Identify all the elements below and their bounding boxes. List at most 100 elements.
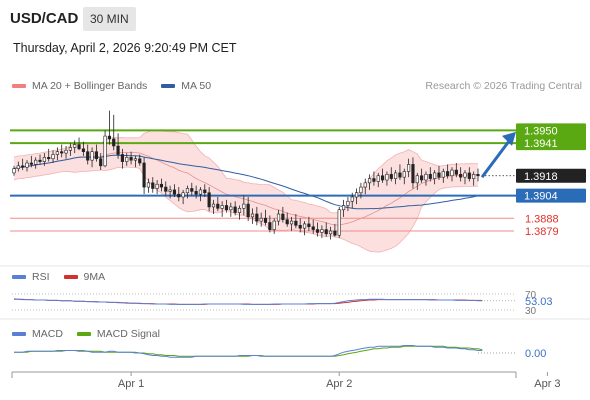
candle bbox=[29, 155, 33, 168]
macd-signal-swatch bbox=[76, 332, 91, 336]
candle-body bbox=[428, 174, 432, 179]
legend-macd-signal-label: MACD Signal bbox=[96, 328, 160, 340]
candle-body bbox=[454, 169, 458, 175]
candle-body bbox=[363, 182, 367, 188]
candle-body bbox=[285, 219, 289, 225]
candle bbox=[394, 170, 398, 185]
candle bbox=[472, 171, 476, 186]
candle-body bbox=[354, 192, 359, 198]
pivot-tag-1.3904 bbox=[516, 188, 586, 203]
candle bbox=[172, 184, 177, 197]
candle-body bbox=[398, 172, 402, 178]
candle-body bbox=[164, 186, 168, 192]
candle bbox=[285, 212, 289, 227]
candle bbox=[25, 160, 29, 172]
x-axis-label-Apr 2: Apr 2 bbox=[326, 378, 352, 390]
candle bbox=[454, 163, 458, 178]
candle bbox=[398, 164, 402, 180]
candle bbox=[168, 185, 172, 199]
rsi-last-value-label: 53.03 bbox=[525, 296, 553, 308]
legend-bollinger-label: MA 20 + Bollinger Bands bbox=[32, 80, 148, 92]
candle-body bbox=[12, 168, 16, 174]
candle bbox=[294, 214, 298, 229]
candle bbox=[55, 147, 59, 161]
candle-body bbox=[138, 158, 142, 164]
candle-body bbox=[103, 135, 107, 167]
candle-body bbox=[381, 175, 385, 181]
candle bbox=[363, 178, 367, 195]
candle bbox=[276, 209, 281, 226]
candle bbox=[142, 157, 146, 195]
legend-rsi9ma-label: 9MA bbox=[83, 271, 106, 283]
candle bbox=[381, 168, 385, 183]
candle-body bbox=[263, 217, 268, 223]
candle-body bbox=[446, 171, 450, 177]
candle-body bbox=[112, 138, 116, 147]
candle bbox=[337, 206, 341, 239]
candle bbox=[402, 168, 406, 185]
candle bbox=[341, 199, 346, 217]
candle bbox=[237, 205, 242, 220]
candle-body bbox=[411, 164, 415, 184]
candle bbox=[268, 215, 272, 233]
candle bbox=[42, 153, 46, 166]
macd-last-value-label: 0.00 bbox=[525, 348, 546, 360]
candle bbox=[203, 184, 207, 197]
candle bbox=[320, 225, 324, 239]
timeframe-badge[interactable]: 30 MIN bbox=[83, 7, 136, 31]
candle bbox=[38, 154, 42, 165]
candle bbox=[211, 199, 216, 214]
candle-body bbox=[146, 182, 151, 188]
candle-body bbox=[350, 196, 354, 202]
candle-body bbox=[276, 213, 281, 222]
candle-body bbox=[220, 205, 224, 209]
candle-body bbox=[177, 193, 181, 198]
candle bbox=[21, 158, 25, 171]
candle bbox=[263, 209, 268, 226]
candle-body bbox=[315, 229, 320, 233]
candle bbox=[181, 189, 185, 205]
candle bbox=[216, 197, 220, 212]
candle bbox=[476, 168, 480, 182]
legend-macd-label: MACD bbox=[32, 328, 63, 340]
candle-body bbox=[233, 206, 237, 213]
candle-body bbox=[298, 225, 302, 229]
candle bbox=[424, 171, 428, 186]
candle-body bbox=[203, 189, 207, 194]
legend-rsi-label: RSI bbox=[32, 271, 50, 283]
candle-body bbox=[81, 148, 85, 152]
candle bbox=[450, 167, 454, 182]
candle bbox=[420, 168, 424, 183]
candle-body bbox=[341, 205, 346, 211]
candle-body bbox=[372, 178, 376, 182]
candle bbox=[428, 167, 432, 182]
candle bbox=[315, 222, 320, 237]
candle bbox=[233, 201, 237, 216]
candle bbox=[68, 143, 72, 156]
candle bbox=[246, 197, 250, 222]
candle bbox=[311, 219, 315, 234]
candle bbox=[116, 133, 120, 159]
candle-body bbox=[16, 165, 20, 169]
candle-body bbox=[229, 206, 233, 211]
main-legend: MA 20 + Bollinger Bands MA 50 bbox=[12, 80, 211, 92]
last-price-label: 1.3918 bbox=[524, 171, 558, 183]
candle-body bbox=[415, 175, 419, 184]
candle-body bbox=[181, 192, 185, 198]
candle-body bbox=[90, 151, 94, 161]
resistance-label-1.3941: 1.3941 bbox=[524, 138, 558, 150]
candle bbox=[90, 147, 94, 168]
candle bbox=[185, 185, 190, 199]
candle-body bbox=[272, 220, 276, 230]
candle bbox=[441, 168, 445, 183]
bollinger-swatch bbox=[12, 84, 26, 88]
candle bbox=[298, 218, 302, 233]
rsi-tick-70: 70 bbox=[525, 290, 537, 301]
candle-body bbox=[424, 174, 428, 181]
candle-body bbox=[38, 159, 42, 162]
candle bbox=[94, 144, 98, 162]
candle-body bbox=[281, 213, 285, 220]
candle bbox=[446, 164, 450, 179]
candle-body bbox=[77, 144, 81, 150]
candle-body bbox=[207, 192, 211, 208]
